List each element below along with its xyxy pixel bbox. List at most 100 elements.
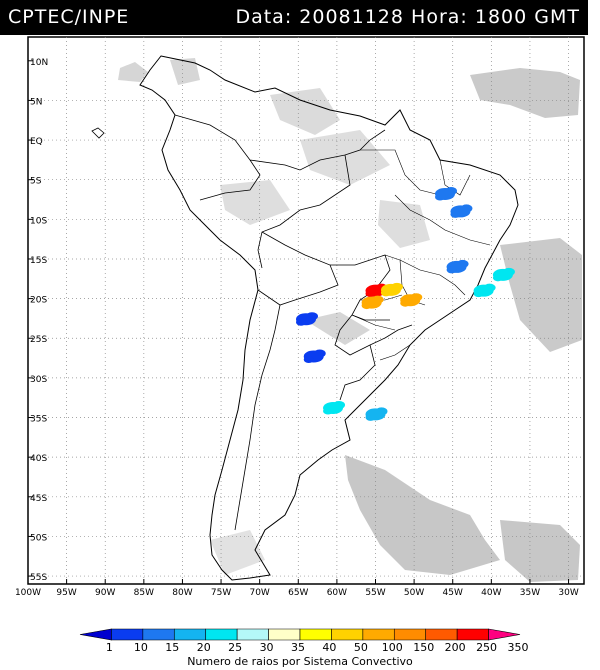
storm-blob [303, 355, 314, 363]
storm-blob [371, 295, 384, 304]
storm-blob [460, 204, 473, 213]
cloud-patch [118, 62, 148, 82]
south-america-outline [139, 55, 519, 581]
convective-system [492, 267, 515, 282]
colorbar-swatch [142, 628, 175, 641]
cloud-patch [210, 530, 265, 575]
agency-label: CPTEC/INPE [8, 6, 130, 28]
colorbar-label: 25 [228, 641, 242, 654]
colorbar-swatch [488, 628, 521, 641]
colorbar-label: 15 [165, 641, 179, 654]
colorbar-swatch [425, 628, 458, 641]
colorbar-label: 40 [322, 641, 336, 654]
lat-lon-grid [27, 37, 584, 584]
date-value: 20081128 [299, 6, 404, 28]
storm-blob [333, 401, 346, 410]
colorbar-label: 200 [445, 641, 466, 654]
colorbar-swatch [299, 628, 332, 641]
lat-label: EQ [30, 137, 43, 147]
colorbar-swatch [236, 628, 269, 641]
colorbar: 1 10 15 20 25 30 35 40 50 100 150 200 250 350 [79, 628, 529, 654]
lat-label: 35S [30, 415, 47, 425]
lon-label: 45W [443, 588, 463, 598]
storm-blob [375, 407, 388, 416]
storm-blob [450, 210, 461, 218]
cloud-patch [170, 58, 200, 85]
storm-blob [445, 186, 457, 195]
lon-label: 75W [211, 588, 231, 598]
lon-label: 50W [404, 588, 424, 598]
colorbar-swatch [111, 628, 144, 641]
lat-label: 20S [30, 296, 47, 306]
convective-system [446, 259, 469, 274]
cloud-patch [500, 520, 580, 582]
colorbar-label: 1 [106, 641, 113, 654]
storm-blob [380, 289, 391, 297]
lon-label: 70W [249, 588, 269, 598]
colorbar-swatch [79, 628, 112, 641]
storm-blob [492, 274, 503, 282]
cloud-patch [300, 130, 390, 185]
storm-blob [400, 299, 411, 307]
storm-blob [410, 293, 423, 302]
lat-label: 45S [30, 494, 47, 504]
coastline-and-borders [91, 55, 519, 581]
convective-system [380, 282, 403, 297]
lon-label: 55W [365, 588, 385, 598]
lat-label: 25S [30, 335, 47, 345]
convective-system [323, 401, 346, 415]
lon-label: 90W [95, 588, 115, 598]
storm-blob [323, 407, 334, 415]
storm-blob [473, 290, 484, 298]
time-value: 1800 GMT [474, 6, 580, 28]
lon-label: 65W [288, 588, 308, 598]
lon-label: 80W [172, 588, 192, 598]
cloud-patch [500, 238, 582, 352]
colorbar-label: 150 [413, 641, 434, 654]
lat-label: 30S [30, 375, 47, 385]
lat-label: 50S [30, 533, 47, 543]
colorbar-swatch [173, 628, 207, 641]
storm-blob [365, 290, 376, 298]
lat-label: 5S [30, 177, 42, 187]
colorbar-title: Numero de raios por Sistema Convectivo [187, 655, 413, 668]
storm-blob [456, 259, 469, 268]
colorbar-swatch [205, 628, 238, 641]
lat-label: 10S [30, 216, 47, 226]
storm-blob [296, 318, 306, 326]
lat-label: 55S [30, 573, 47, 583]
cloud-cover [118, 58, 582, 582]
lat-label: 10N [30, 58, 48, 68]
colorbar-swatch [456, 628, 489, 641]
lon-label: 60W [327, 588, 347, 598]
storm-blob [306, 312, 318, 321]
storm-blob [502, 267, 515, 276]
lon-label: 30W [558, 588, 578, 598]
cloud-patch [378, 200, 430, 248]
convective-systems [296, 186, 515, 421]
colorbar-swatch [268, 628, 301, 641]
time-caption: Hora: [411, 6, 468, 28]
storm-blob [483, 283, 496, 292]
cloud-patch [305, 312, 370, 345]
convective-system [303, 349, 326, 363]
lon-label: 100W [15, 588, 41, 598]
colorbar-swatch [393, 628, 427, 641]
cloud-patch [470, 68, 580, 118]
colorbar-label: 10 [134, 641, 148, 654]
storm-blob [361, 302, 372, 310]
convective-system [296, 312, 318, 326]
convective-system [435, 186, 457, 201]
colorbar-label: 100 [382, 641, 403, 654]
datetime-label: Data: 20081128 Hora: 1800 GMT [235, 6, 580, 28]
map-header: CPTEC/INPE Data: 20081128 Hora: 1800 GMT [0, 0, 588, 35]
convective-system [450, 204, 473, 218]
convective-system [365, 407, 388, 421]
cloud-patch [345, 455, 500, 575]
storm-blob [446, 266, 457, 274]
convective-system [400, 293, 423, 307]
storm-blob [390, 282, 403, 291]
lon-label: 40W [481, 588, 501, 598]
lat-label: 5N [30, 97, 42, 107]
